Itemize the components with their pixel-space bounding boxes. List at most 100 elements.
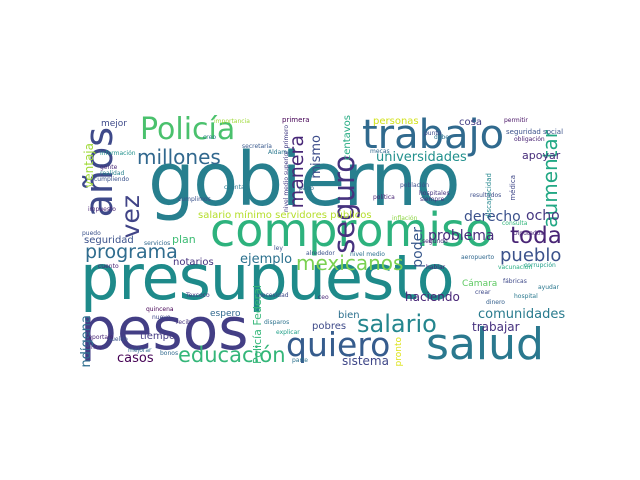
word: sueldo <box>108 336 128 343</box>
word: nivel medio <box>350 251 385 258</box>
word: casos <box>117 351 154 366</box>
word: alrededor <box>306 250 335 257</box>
word: resultados <box>470 192 502 199</box>
word: primera <box>282 116 310 124</box>
word: reportaje <box>86 334 114 341</box>
word: servicios <box>144 240 171 247</box>
word: trabajar <box>472 320 520 334</box>
word: seguridad social <box>506 128 564 136</box>
word: sistema <box>342 354 389 367</box>
word: información <box>100 150 136 157</box>
word: pobres <box>312 321 347 332</box>
word: quiero <box>286 325 391 364</box>
word: dinero <box>486 299 505 306</box>
word: vez <box>116 195 145 239</box>
word: Policía <box>140 115 236 147</box>
word: salud <box>426 319 544 367</box>
word: ocho <box>526 208 560 224</box>
word: necesidad <box>258 292 289 299</box>
word: política <box>373 194 395 201</box>
word: crear <box>475 289 491 296</box>
word: secretaría <box>242 143 272 150</box>
word: derecho <box>464 209 521 225</box>
word: segundo <box>422 238 448 245</box>
word: bonos <box>160 350 179 357</box>
word: trabajo <box>362 115 505 158</box>
word: pronto <box>394 337 404 367</box>
word: pueblo <box>500 245 562 266</box>
word: cuenta <box>224 184 245 191</box>
word: importancia <box>214 118 250 125</box>
word: bien <box>338 310 360 321</box>
word: nivel medio superior primero <box>283 125 290 212</box>
word: fábricas <box>503 278 527 285</box>
word: pesos <box>80 295 249 363</box>
word: creo <box>203 134 216 141</box>
word: indígena <box>80 315 94 367</box>
word: obligación <box>514 136 545 143</box>
word: consulta <box>502 220 528 227</box>
word: hospitales <box>419 190 450 197</box>
word: impuesto <box>88 206 116 213</box>
word: explicar <box>276 329 300 336</box>
word: vacunación <box>498 264 533 271</box>
word: mejor <box>101 119 128 129</box>
word: ley <box>274 245 283 252</box>
word: discapacidad <box>485 173 493 219</box>
word: Cámara <box>462 279 498 289</box>
word: permitir <box>504 117 528 124</box>
word: poder <box>410 227 426 268</box>
word: manera <box>286 135 308 209</box>
word: educación <box>178 343 286 367</box>
word: hospital <box>514 293 538 300</box>
word: siempre <box>420 196 445 203</box>
word: quincena <box>146 306 174 313</box>
word: cosa <box>459 117 482 128</box>
word: puedo <box>82 230 101 237</box>
word: comunidades <box>478 307 566 322</box>
word: nuevo <box>152 314 171 321</box>
word: millones <box>137 145 221 169</box>
word: cumplimos <box>178 196 211 203</box>
word: mismo <box>309 135 324 179</box>
word: notarios <box>173 257 214 268</box>
word: presupuesto <box>80 241 455 314</box>
word: recibir <box>176 319 195 326</box>
word: ejemplo <box>240 252 293 267</box>
word: compromiso <box>210 203 494 257</box>
word: mexicanos <box>296 251 404 275</box>
word: universidades <box>376 150 467 165</box>
word: toda <box>510 223 562 249</box>
word: debe <box>434 134 449 141</box>
word: apoyar <box>522 149 561 162</box>
word: tiempo <box>140 331 176 342</box>
word: mejorar <box>128 347 152 354</box>
word: gente <box>100 164 118 171</box>
word: plan <box>172 233 196 246</box>
word: cumpliendo <box>94 176 130 183</box>
word: corrupción <box>524 262 556 269</box>
word: ayudar <box>538 284 559 291</box>
word: disparos <box>264 319 290 326</box>
word: seguro <box>327 155 361 254</box>
word: hablar <box>426 264 446 271</box>
word: punto <box>424 130 442 137</box>
word: centavos <box>342 115 353 161</box>
word: médica <box>509 175 517 201</box>
word: parte <box>292 357 308 364</box>
word: pago <box>299 185 314 192</box>
word: seguridad <box>84 235 134 246</box>
word: mecas <box>370 148 390 155</box>
word: problema <box>428 228 495 244</box>
word: personas <box>373 116 419 127</box>
word: inflación <box>392 215 418 222</box>
word: realidad <box>100 170 125 177</box>
word: programa <box>85 241 178 263</box>
word: salario mínimo servidores públicos <box>198 210 372 221</box>
word: salario <box>357 310 437 338</box>
word: Aldama <box>268 149 291 156</box>
word: cuento <box>98 263 119 270</box>
word-cloud: presupuesto gobierno pesos compromiso tr… <box>80 115 566 367</box>
word: espero <box>210 309 241 319</box>
word: aeropuerto <box>461 254 495 261</box>
